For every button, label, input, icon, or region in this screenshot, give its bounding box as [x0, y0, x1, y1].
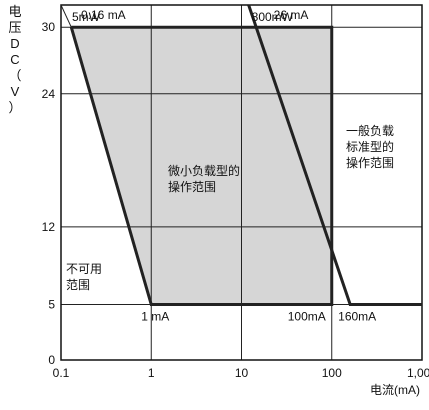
y-axis-label-char: D — [10, 36, 20, 51]
y-tick-label: 5 — [48, 298, 55, 312]
annotation-100ma: 100mA — [288, 310, 326, 324]
y-tick-label: 30 — [42, 20, 56, 34]
y-axis-label-char: 电 — [8, 4, 22, 19]
annotation-800mw: 800mW — [252, 10, 294, 24]
annotation-region-micro-line1: 微小负载型的 — [168, 163, 240, 178]
annotation-0.16ma: 0.16 mA — [81, 8, 126, 22]
y-axis-label-char: （ — [8, 68, 22, 83]
annotation-region-micro-line2: 操作范围 — [168, 179, 216, 194]
annotation-region-standard-line3: 操作范围 — [346, 155, 394, 170]
annotation-1ma: 1 mA — [141, 310, 169, 324]
y-tick-label: 24 — [42, 87, 56, 101]
y-tick-label: 12 — [42, 220, 56, 234]
plot-frame — [60, 4, 423, 361]
annotation-26ma: 26 mA — [274, 8, 309, 22]
x-tick-label: 10 — [235, 366, 249, 380]
line-800mw — [247, 4, 422, 307]
annotation-unusable-line2: 范围 — [66, 278, 90, 292]
y-tick-label: 0 — [48, 353, 55, 367]
x-axis-label: 电流(mA) — [370, 383, 420, 397]
line-5mw — [60, 4, 72, 28]
y-axis-label-char: C — [10, 52, 20, 67]
annotation-unusable-line1: 不可用 — [66, 262, 102, 276]
operating-region-boundary — [69, 25, 334, 307]
annotation-160ma: 160mA — [338, 310, 376, 324]
y-axis-label-char: ） — [8, 100, 22, 115]
y-axis-label-char: 压 — [8, 20, 22, 35]
x-tick-label: 0.1 — [53, 366, 70, 380]
annotation-region-standard-line1: 一般负载 — [346, 123, 394, 138]
annotation-region-standard-line2: 标准型的 — [346, 139, 394, 154]
operating-region-area — [71, 27, 332, 305]
y-axis-label-char: V — [10, 84, 20, 99]
x-tick-label: 1 — [148, 366, 155, 380]
x-tick-label: 100 — [322, 366, 342, 380]
x-tick-label: 1,000 — [407, 366, 429, 380]
annotation-5mw: 5mW — [72, 10, 101, 24]
